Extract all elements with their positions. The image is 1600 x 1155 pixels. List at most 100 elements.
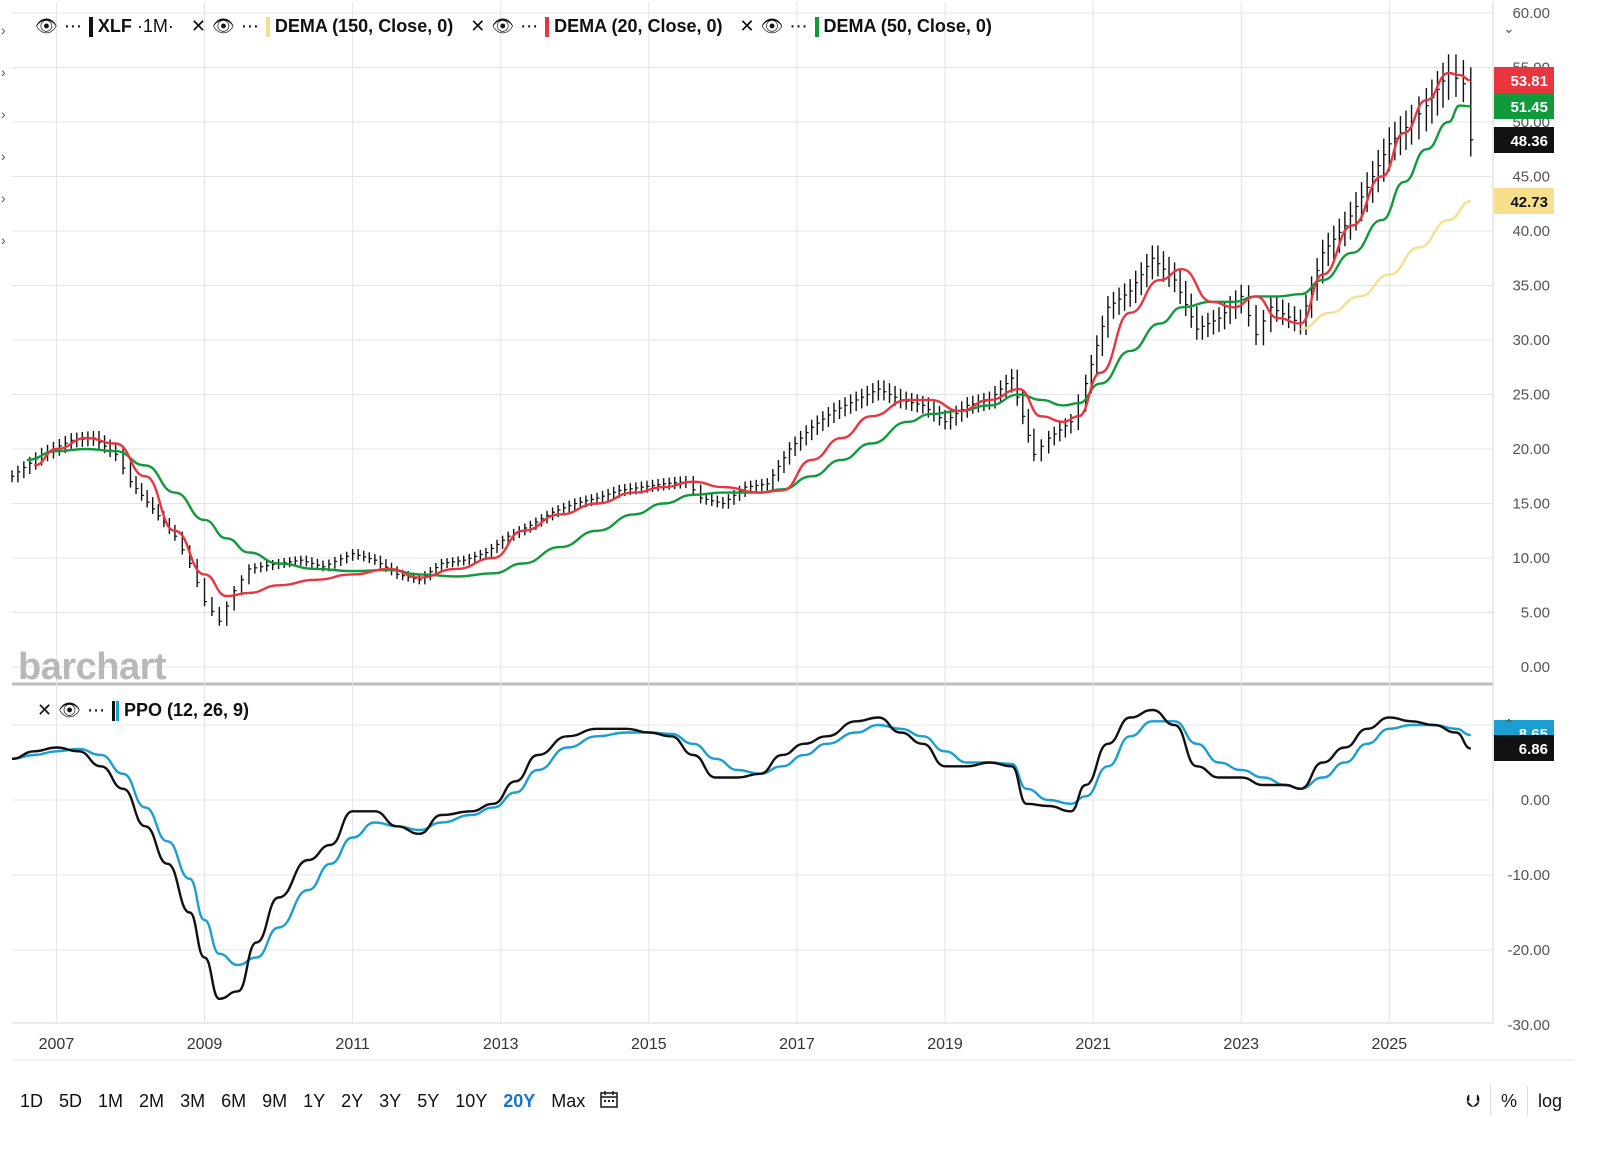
legend-swatch-dema150 — [265, 16, 270, 37]
legend-ppo: PPO (12, 26, 9) — [123, 700, 250, 720]
y-tick-label: 40.00 — [1512, 223, 1550, 240]
panel-chevron-icon[interactable]: › — [1, 232, 6, 248]
dema20-line — [34, 71, 1471, 598]
legend-swatch-price — [88, 16, 93, 37]
close-icon[interactable]: ✕ — [37, 700, 53, 720]
y-tick-label: 30.00 — [1512, 332, 1550, 349]
collapse-legend-chevron-icon[interactable]: ⌄ — [1503, 20, 1515, 36]
price-last-tag-bg — [1494, 127, 1554, 153]
more-icon[interactable]: ⋯ — [520, 16, 539, 36]
y-tick-label: -10.00 — [1507, 867, 1550, 884]
timeframe-1y[interactable]: 1Y — [303, 1090, 326, 1111]
toolbar-right: ⮋ % log — [1456, 1083, 1572, 1119]
timeframe-20y[interactable]: 20Y — [503, 1090, 536, 1111]
dema20-last-tag: 53.81 — [1510, 73, 1548, 90]
ppo-last-tag: 6.86 — [1519, 741, 1548, 758]
dema150-last-tag-bg — [1494, 188, 1554, 214]
dema50-last-tag-bg — [1494, 93, 1554, 119]
y-tick-label: 5.00 — [1521, 605, 1550, 622]
y-tick-label: 35.00 — [1512, 278, 1550, 295]
dema50-last-tag: 51.45 — [1510, 99, 1548, 116]
ppo-line — [11, 708, 1472, 1000]
x-tick-label: 2015 — [631, 1036, 667, 1053]
eye-icon[interactable]: 👁︎ — [58, 700, 81, 720]
timeframe-9m[interactable]: 9M — [262, 1090, 288, 1111]
legend-swatch-ppo — [111, 700, 115, 721]
legend-dema50: DEMA (50, Close, 0) — [823, 16, 992, 36]
ppo-legend: ✕ 👁︎ ⋯ PPO (12, 26, 9) — [34, 700, 263, 721]
timeframe-toolbar: 1D 5D 1M 2M 3M 6M 9M 1Y 2Y 3Y 5Y 10Y 20Y Max ⮋ % log — [12, 1083, 1572, 1119]
dema20-last-tag-bg — [1494, 67, 1554, 93]
close-icon[interactable]: ✕ — [190, 16, 206, 36]
timeframe-1m[interactable]: 1M — [98, 1090, 124, 1111]
divider — [1526, 1086, 1528, 1116]
y-tick-label: 15.00 — [1512, 496, 1550, 513]
x-tick-label: 2009 — [187, 1036, 223, 1053]
timeframe-3y[interactable]: 3Y — [379, 1090, 402, 1111]
timeframe-1d[interactable]: 1D — [20, 1090, 44, 1111]
dema150-last-tag: 42.73 — [1510, 194, 1548, 211]
timeframe-2y[interactable]: 2Y — [341, 1090, 364, 1111]
timeframe-max[interactable]: Max — [551, 1090, 586, 1111]
eye-icon[interactable]: 👁︎ — [760, 16, 784, 36]
eye-icon[interactable]: 👁︎ — [211, 16, 235, 36]
timeframe-10y[interactable]: 10Y — [455, 1090, 488, 1111]
x-tick-label: 2011 — [335, 1036, 370, 1053]
ppo-last-tag-bg — [1494, 735, 1554, 761]
dema50-line — [26, 104, 1471, 578]
log-toggle[interactable]: log — [1537, 1090, 1562, 1111]
panel-chevron-icon[interactable]: › — [1, 148, 6, 164]
divider — [1489, 1086, 1491, 1116]
y-tick-label: 0.00 — [1521, 792, 1550, 809]
dema150-line — [1300, 200, 1472, 331]
price-last-tag: 48.36 — [1510, 133, 1548, 150]
timeframe-5y[interactable]: 5Y — [417, 1090, 440, 1111]
calendar-icon[interactable] — [599, 1089, 619, 1114]
y-tick-label: 20.00 — [1512, 441, 1550, 458]
timeframe-3m[interactable]: 3M — [180, 1090, 206, 1111]
x-tick-label: 2013 — [483, 1036, 519, 1053]
legend-symbol: XLF ·1M· — [97, 16, 174, 36]
legend-swatch-dema20 — [545, 16, 550, 37]
x-tick-label: 2025 — [1372, 1036, 1408, 1053]
more-icon[interactable]: ⋯ — [789, 16, 808, 36]
y-tick-label: -20.00 — [1507, 942, 1550, 959]
more-icon[interactable]: ⋯ — [240, 16, 259, 36]
more-icon[interactable]: ⋯ — [86, 700, 105, 720]
y-tick-label: -30.00 — [1507, 1017, 1550, 1034]
more-icon[interactable]: ⋯ — [63, 16, 82, 36]
panel-chevron-icon[interactable]: › — [1, 64, 6, 80]
panel-chevron-icon[interactable]: › — [1, 22, 6, 38]
x-tick-label: 2007 — [39, 1036, 75, 1053]
timeframe-5d[interactable]: 5D — [59, 1090, 83, 1111]
y-tick-label: 45.00 — [1512, 169, 1550, 186]
percent-toggle[interactable]: % — [1500, 1090, 1517, 1111]
watermark-logo: barchart — [18, 646, 167, 688]
y-tick-label: 10.00 — [1512, 550, 1550, 567]
main-pane-bg — [12, 2, 1493, 681]
close-icon[interactable]: ✕ — [470, 16, 486, 36]
timeframe-6m[interactable]: 6M — [221, 1090, 247, 1111]
close-icon[interactable]: ✕ — [739, 16, 755, 36]
panel-chevron-icon[interactable]: › — [1, 190, 6, 206]
x-tick-label: 2023 — [1223, 1036, 1259, 1053]
eye-icon[interactable]: 👁︎ — [491, 16, 515, 36]
double-chevron-down-icon[interactable]: ⮋ — [1466, 1090, 1480, 1111]
timeframe-2m[interactable]: 2M — [139, 1090, 165, 1111]
eye-icon[interactable]: 👁︎ — [35, 16, 58, 36]
ppo-signal-line — [11, 720, 1471, 967]
x-tick-label: 2019 — [927, 1036, 963, 1053]
legend-swatch-dema50 — [814, 16, 819, 37]
timeframe-list: 1D 5D 1M 2M 3M 6M 9M 1Y 2Y 3Y 5Y 10Y 20Y Max — [12, 1087, 593, 1116]
y-tick-label: 0.00 — [1521, 659, 1550, 676]
x-tick-label: 2017 — [779, 1036, 815, 1053]
legend-dema150: DEMA (150, Close, 0) — [274, 16, 454, 36]
main-legend: 👁︎ ⋯ XLF ·1M· ✕ 👁︎ ⋯ DEMA (150, Close, 0… — [32, 16, 1006, 37]
x-tick-label: 2021 — [1075, 1036, 1111, 1053]
y-tick-label: 60.00 — [1512, 5, 1550, 22]
legend-swatch-signal — [115, 700, 119, 721]
collapse-pane-chevron-icon[interactable]: ⌃ — [1503, 716, 1515, 732]
panel-chevron-icon[interactable]: › — [1, 106, 6, 122]
legend-dema20: DEMA (20, Close, 0) — [554, 16, 723, 36]
